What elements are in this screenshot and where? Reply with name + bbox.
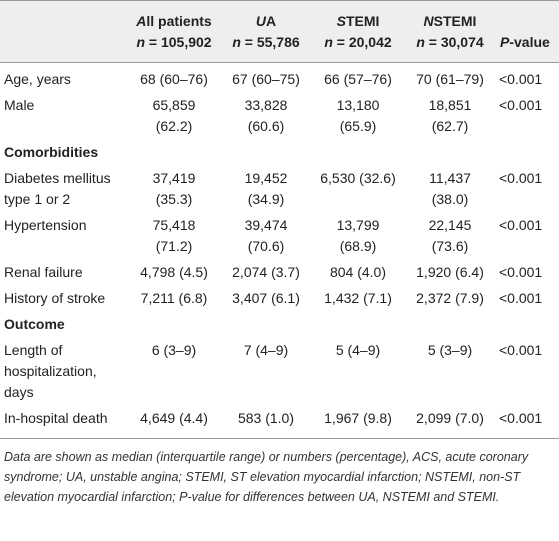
data-cell: 37,419 (35.3): [152, 170, 196, 207]
table-body: Age, years 68 (60–76) 67 (60–75) 66 (57–76)…: [0, 63, 559, 439]
data-cell: 3,407 (6.1): [232, 290, 300, 306]
p-value-cell: <0.001: [499, 342, 543, 358]
data-cell: 1,967 (9.8): [312, 405, 404, 439]
data-cell: 7,211 (6.8): [140, 290, 208, 306]
data-cell: 13,180 (65.9): [336, 97, 380, 134]
data-cell: 18,851 (62.7): [428, 97, 472, 134]
data-row: Renal failure 4,798 (4.5) 2,074 (3.7) 804 (…: [0, 259, 559, 285]
table-header: All patients n = 105,902 UA n = 55,786 STEMI…: [0, 0, 559, 63]
data-cell: 67 (60–75): [232, 71, 300, 87]
row-label: Male: [4, 97, 35, 113]
data-row: Male 65,859 (62.2) 33,828 (60.6) 13,180 (65…: [0, 92, 559, 139]
column-n: n = 55,786: [232, 34, 300, 50]
data-cell: 68 (60–76): [140, 71, 208, 87]
section-label: Comorbidities: [4, 144, 99, 160]
data-cell: 22,145 (73.6): [428, 217, 472, 254]
data-cell: 33,828 (60.6): [244, 97, 288, 134]
data-row: Age, years 68 (60–76) 67 (60–75) 66 (57–76)…: [0, 63, 559, 93]
data-cell: 39,474 (70.6): [244, 217, 288, 254]
data-cell: 70 (61–79): [416, 71, 484, 87]
data-cell: 1,432 (7.1): [324, 290, 392, 306]
data-cell: 583 (1.0): [220, 405, 312, 439]
row-label: Hypertension: [4, 217, 87, 233]
data-cell: 19,452 (34.9): [244, 170, 288, 207]
data-cell: 4,649 (4.4): [128, 405, 220, 439]
column-header: NSTEMI n = 30,074: [404, 0, 496, 63]
row-label: Length of hospitalization, days: [4, 342, 97, 400]
data-cell: 1,920 (6.4): [416, 264, 484, 280]
p-value-cell: <0.001: [499, 97, 543, 113]
column-header: STEMI n = 20,042: [312, 0, 404, 63]
row-label: Renal failure: [4, 264, 83, 280]
p-value-cell: <0.001: [499, 264, 543, 280]
column-name: STEMI: [336, 13, 380, 29]
data-row: In-hospital death 4,649 (4.4) 583 (1.0) 1,9…: [0, 405, 559, 439]
p-value-header: P-value: [496, 0, 559, 63]
p-value-label: P-value: [500, 34, 550, 50]
data-cell: 5 (3–9): [427, 342, 473, 358]
data-cell: 2,372 (7.9): [416, 290, 484, 306]
data-cell: 75,418 (71.2): [152, 217, 196, 254]
data-cell: 804 (4.0): [329, 264, 387, 280]
footnote: Data are shown as median (interquartile …: [4, 450, 529, 504]
data-cell: 66 (57–76): [324, 71, 392, 87]
data-cell: 13,799 (68.9): [336, 217, 380, 254]
column-n: n = 105,902: [136, 34, 212, 50]
column-header: All patients n = 105,902: [128, 0, 220, 63]
p-value-cell: <0.001: [499, 217, 543, 233]
column-n: n = 30,074: [416, 34, 484, 50]
p-value-cell: <0.001: [499, 290, 543, 306]
data-table: All patients n = 105,902 UA n = 55,786 STEMI…: [0, 0, 559, 439]
section-row: Outcome: [0, 311, 559, 337]
data-cell: 2,099 (7.0): [404, 405, 496, 439]
table-figure: All patients n = 105,902 UA n = 55,786 STEMI…: [0, 0, 559, 504]
data-cell: 6,530 (32.6): [320, 170, 396, 186]
column-name: All patients: [136, 13, 212, 29]
data-cell: 2,074 (3.7): [232, 264, 300, 280]
data-cell: 11,437 (38.0): [429, 170, 471, 207]
data-cell: 4,798 (4.5): [140, 264, 208, 280]
p-value-cell: <0.001: [499, 71, 543, 87]
row-label: Diabetes mellitus type 1 or 2: [4, 170, 111, 207]
column-name: NSTEMI: [423, 13, 477, 29]
row-label: History of stroke: [4, 290, 106, 306]
p-value-cell: <0.001: [499, 170, 543, 186]
column-header: UA n = 55,786: [220, 0, 312, 63]
data-cell: 7 (4–9): [243, 342, 289, 358]
row-label: In-hospital death: [0, 405, 128, 439]
row-label: Age, years: [4, 71, 71, 87]
section-row: Comorbidities: [0, 139, 559, 165]
data-row: Length of hospitalization, days 6 (3–9) 7 …: [0, 337, 559, 405]
data-cell: 65,859 (62.2): [152, 97, 196, 134]
header-row: All patients n = 105,902 UA n = 55,786 STEMI…: [0, 0, 559, 63]
data-row: History of stroke 7,211 (6.8) 3,407 (6.1) 1…: [0, 285, 559, 311]
corner-cell: [0, 0, 128, 63]
data-row: Hypertension 75,418 (71.2) 39,474 (70.6) 13…: [0, 212, 559, 259]
data-cell: 6 (3–9): [151, 342, 197, 358]
section-label: Outcome: [4, 316, 65, 332]
p-value-cell: <0.001: [496, 405, 559, 439]
data-cell: 5 (4–9): [335, 342, 381, 358]
column-name: UA: [255, 13, 277, 29]
data-row: Diabetes mellitus type 1 or 2 37,419 (35.…: [0, 165, 559, 212]
column-n: n = 20,042: [324, 34, 392, 50]
